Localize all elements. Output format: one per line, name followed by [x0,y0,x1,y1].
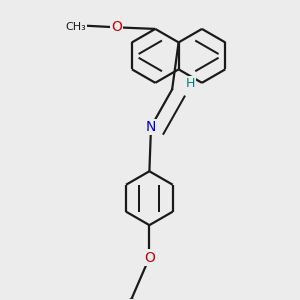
Text: N: N [146,120,156,134]
Text: H: H [185,77,195,90]
Text: CH₃: CH₃ [65,22,86,32]
Text: O: O [111,20,122,34]
Text: O: O [144,250,155,265]
